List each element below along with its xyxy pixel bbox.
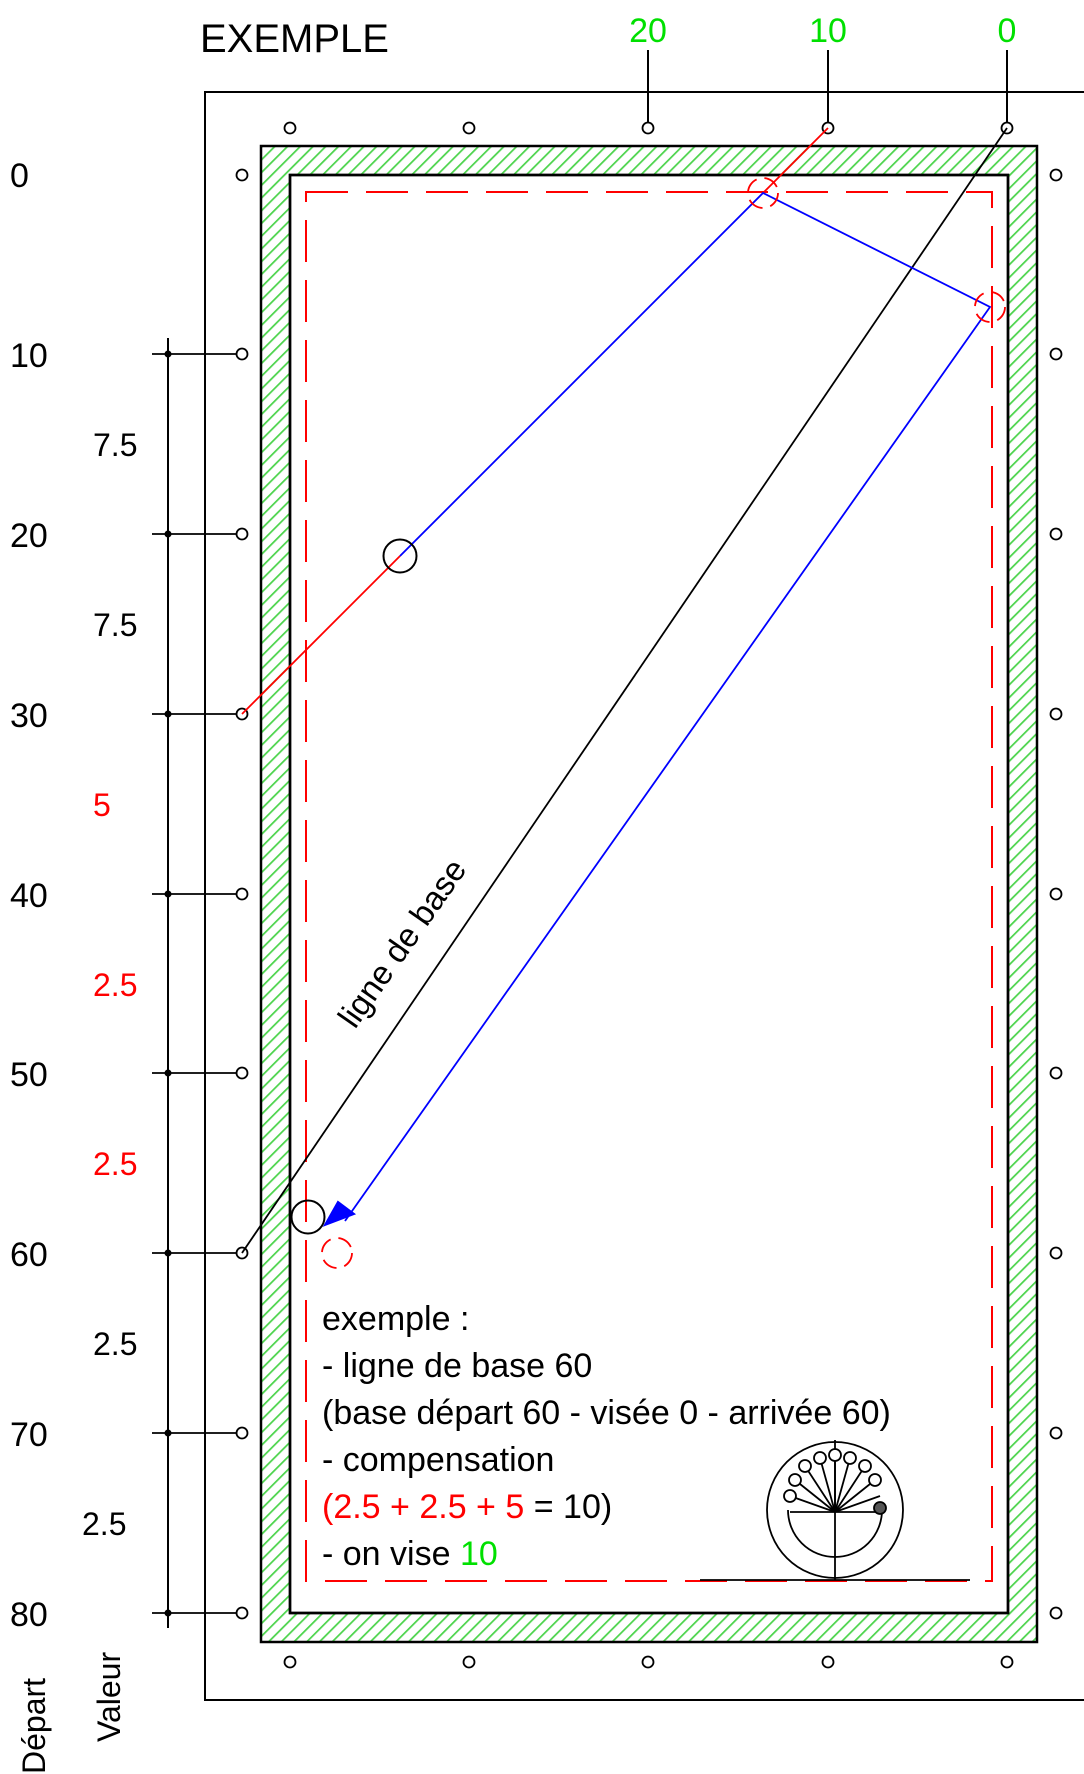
diamond-marker <box>1049 1246 1063 1260</box>
top-scale-label: 0 <box>998 12 1017 50</box>
diamond-marker <box>462 1655 476 1669</box>
diamond-marker <box>1049 707 1063 721</box>
diamond-marker <box>1049 168 1063 182</box>
top-scale: 20 10 0 <box>629 12 1016 122</box>
contact-marker <box>321 1237 353 1269</box>
diamond-marker <box>283 1655 297 1669</box>
depart-label: 30 <box>10 697 48 735</box>
path-arrow-icon <box>322 1200 357 1227</box>
axis-label-valeur: Valeur <box>91 1652 127 1742</box>
axis-label-depart: Départ <box>16 1678 52 1774</box>
note-line-compensation: (2.5 + 2.5 + 5 = 10) <box>322 1488 612 1526</box>
diamond-marker <box>1000 1655 1014 1669</box>
play-area-dashed <box>305 191 993 1582</box>
example-note: exemple : - ligne de base 60 (base dépar… <box>322 1300 891 1573</box>
note-line: - ligne de base 60 <box>322 1347 592 1385</box>
ball-path <box>344 191 992 1222</box>
left-diamonds <box>235 168 249 1620</box>
diagram-title: EXEMPLE <box>200 17 389 61</box>
base-line <box>241 127 1008 1254</box>
contact-marker <box>747 177 779 209</box>
left-scale <box>152 338 236 1628</box>
depart-label: 40 <box>10 877 48 915</box>
right-diamonds <box>1049 168 1063 1620</box>
top-scale-label: 20 <box>629 12 667 50</box>
depart-label: 20 <box>10 517 48 555</box>
valeur-label: 5 <box>93 787 111 823</box>
depart-label: 70 <box>10 1416 48 1454</box>
diamond-marker <box>235 1066 249 1080</box>
diamond-marker <box>462 121 476 135</box>
left-scale-dot <box>164 1429 172 1437</box>
bottom-diamonds <box>283 1655 1014 1669</box>
diamond-marker <box>283 121 297 135</box>
diamond-marker <box>235 527 249 541</box>
diamond-marker <box>235 347 249 361</box>
diamond-marker <box>821 1655 835 1669</box>
left-scale-dot <box>164 350 172 358</box>
diamond-marker <box>1049 527 1063 541</box>
aim-line-start <box>241 555 401 715</box>
left-scale-dot <box>164 710 172 718</box>
diamond-marker <box>1049 1066 1063 1080</box>
valeur-label: 2.5 <box>82 1506 126 1542</box>
diamond-marker <box>235 1606 249 1620</box>
diamond-marker <box>1049 347 1063 361</box>
valeur-label: 2.5 <box>93 967 137 1003</box>
valeur-label: 7.5 <box>93 607 137 643</box>
cue-ball <box>382 538 418 574</box>
diamond-marker <box>641 1655 655 1669</box>
valeur-label: 7.5 <box>93 427 137 463</box>
left-scale-dot <box>164 890 172 898</box>
depart-label: 60 <box>10 1236 48 1274</box>
depart-label: 80 <box>10 1596 48 1634</box>
table-outer-frame <box>204 91 1084 1701</box>
diamond-marker <box>1049 1606 1063 1620</box>
left-scale-dot <box>164 1609 172 1617</box>
cushion-inner-edge <box>288 173 1010 1615</box>
diamond-marker <box>1049 887 1063 901</box>
diamond-marker <box>641 121 655 135</box>
left-scale-dot <box>164 530 172 538</box>
diamond-marker <box>235 887 249 901</box>
contact-marker <box>974 291 1006 323</box>
note-line: - compensation <box>322 1441 554 1479</box>
diamond-marker <box>1049 1426 1063 1440</box>
valeur-label: 2.5 <box>93 1146 137 1182</box>
top-scale-label: 10 <box>809 12 847 50</box>
billiard-logo-icon <box>700 1440 970 1581</box>
left-scale-dot <box>164 1249 172 1257</box>
valeur-labels: 7.5 7.5 5 2.5 2.5 2.5 2.5 <box>82 427 137 1542</box>
depart-labels: 0 10 20 30 40 50 60 70 80 <box>10 157 48 1634</box>
valeur-label: 2.5 <box>93 1326 137 1362</box>
arrival-ball <box>290 1199 326 1235</box>
depart-label: 10 <box>10 337 48 375</box>
depart-label: 50 <box>10 1056 48 1094</box>
diamond-marker <box>235 1426 249 1440</box>
top-diamonds <box>283 121 1014 135</box>
note-line: (base départ 60 - visée 0 - arrivée 60) <box>322 1394 891 1432</box>
note-line: exemple : <box>322 1300 469 1338</box>
left-scale-dot <box>164 1069 172 1077</box>
note-line-aim: - on vise 10 <box>322 1535 498 1573</box>
depart-label: 0 <box>10 157 29 195</box>
diamond-marker <box>235 168 249 182</box>
